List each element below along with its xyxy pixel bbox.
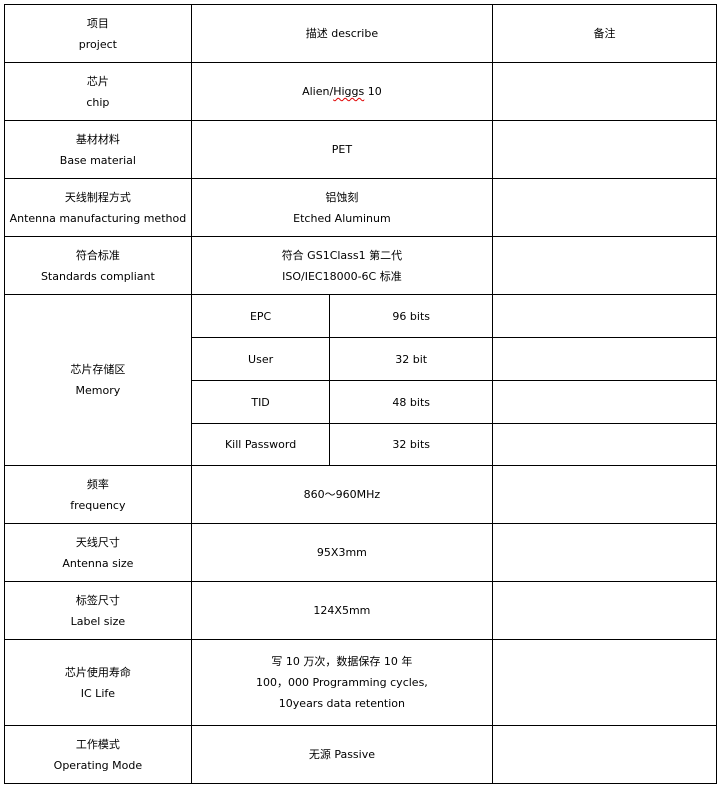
row-label: 频率 frequency	[4, 465, 192, 524]
label-en: Label size	[70, 614, 126, 628]
row-label: 天线尺寸 Antenna size	[4, 523, 192, 582]
table-row: 天线尺寸 Antenna size 95X3mm	[4, 523, 717, 582]
memory-row: Kill Password 32 bits	[5, 423, 717, 466]
label-zh: 芯片使用寿命	[64, 665, 131, 679]
label-en: Memory	[75, 384, 121, 397]
value-zh: 铝蚀刻	[325, 190, 359, 204]
table-row: 工作模式 Operating Mode 无源 Passive	[4, 725, 717, 784]
note-cell	[492, 178, 717, 237]
note-cell	[492, 523, 717, 582]
header-row: 项目 project 描述 describe 备注	[4, 4, 717, 63]
note-cell	[492, 581, 717, 640]
note-cell	[492, 337, 717, 381]
table-row: 频率 frequency 860～960MHz	[4, 465, 717, 524]
label-zh: 频率	[86, 477, 109, 491]
label-zh: 标签尺寸	[75, 593, 120, 607]
note-cell	[492, 120, 717, 179]
base-value: PET	[190, 120, 494, 179]
row-label: 标签尺寸 Label size	[4, 581, 192, 640]
label-size-value: 124X5mm	[190, 581, 494, 640]
ic-life-value: 写 10 万次，数据保存 10 年 100，000 Programming cyc…	[190, 639, 494, 726]
row-label: 基材材料 Base material	[4, 120, 192, 179]
value-line: 10years data retention	[278, 697, 406, 710]
label-en: Standards compliant	[40, 269, 155, 283]
memory-name: User	[190, 337, 331, 381]
memory-value: 32 bits	[329, 423, 494, 466]
label-zh: 天线制程方式	[64, 190, 131, 204]
frequency-value: 860～960MHz	[190, 465, 494, 524]
antenna-method-value: 铝蚀刻 Etched Aluminum	[190, 178, 494, 237]
header-describe: 描述 describe	[190, 4, 494, 63]
memory-name: Kill Password	[190, 423, 331, 466]
label-en: Operating Mode	[53, 758, 143, 772]
value-line: 100，000 Programming cycles,	[256, 676, 428, 689]
note-cell	[492, 62, 717, 121]
row-label: 工作模式 Operating Mode	[4, 725, 192, 784]
value-en: Etched Aluminum	[293, 211, 391, 225]
row-label: 芯片使用寿命 IC Life	[4, 639, 192, 726]
table-row: 基材材料 Base material PET	[4, 120, 717, 179]
spec-table: 项目 project 描述 describe 备注 芯片 chip Alien/Hi…	[4, 4, 717, 784]
row-label: 芯片 chip	[4, 62, 192, 121]
header-item: 项目 project	[4, 4, 192, 63]
note-cell	[492, 423, 717, 466]
note-cell	[492, 380, 717, 424]
memory-row: TID 48 bits	[5, 380, 717, 424]
note-cell	[492, 465, 717, 524]
header-item-en: project	[78, 37, 117, 51]
table-row: 标签尺寸 Label size 124X5mm	[4, 581, 717, 640]
value-line: 写 10 万次，数据保存 10 年	[271, 655, 413, 668]
header-notes: 备注	[492, 4, 717, 63]
value-line: ISO/IEC18000-6C 标准	[282, 269, 402, 283]
row-label: 符合标准 Standards compliant	[4, 236, 192, 295]
standards-value: 符合 GS1Class1 第二代 ISO/IEC18000-6C 标准	[190, 236, 494, 295]
label-zh: 基材材料	[75, 132, 120, 146]
row-label: 芯片存储区 Memory	[4, 294, 192, 466]
memory-name: TID	[190, 380, 331, 424]
label-zh: 芯片存储区	[70, 363, 126, 376]
label-zh: 芯片	[86, 74, 109, 88]
label-en: IC Life	[80, 686, 116, 700]
antenna-size-value: 95X3mm	[190, 523, 494, 582]
label-en: chip	[86, 95, 110, 109]
spellcheck-word: Higgs	[333, 85, 365, 98]
label-en: Antenna size	[62, 556, 134, 570]
label-en: Antenna manufacturing method	[9, 211, 187, 225]
mode-value: 无源 Passive	[190, 725, 494, 784]
table-row: 符合标准 Standards compliant 符合 GS1Class1 第二代…	[4, 236, 717, 295]
table-row: 芯片 chip Alien/Higgs 10	[4, 62, 717, 121]
memory-name: EPC	[190, 294, 331, 338]
memory-row: User 32 bit	[5, 337, 717, 381]
value-text: 10	[364, 85, 382, 98]
memory-row: 芯片存储区 Memory EPC 96 bits	[4, 294, 717, 466]
label-en: frequency	[70, 498, 126, 512]
note-cell	[492, 725, 717, 784]
memory-value: 96 bits	[329, 294, 494, 338]
label-zh: 符合标准	[75, 248, 120, 262]
note-cell	[492, 236, 717, 295]
note-cell	[492, 294, 717, 338]
label-zh: 天线尺寸	[75, 535, 120, 549]
label-en: Base material	[59, 153, 136, 167]
memory-value: 48 bits	[329, 380, 494, 424]
table-row: 天线制程方式 Antenna manufacturing method 铝蚀刻 Et…	[4, 178, 717, 237]
chip-value: Alien/Higgs 10	[190, 62, 494, 121]
note-cell	[492, 639, 717, 726]
table-row: 芯片使用寿命 IC Life 写 10 万次，数据保存 10 年 100，000 P…	[4, 639, 717, 726]
memory-value: 32 bit	[329, 337, 494, 381]
row-label: 天线制程方式 Antenna manufacturing method	[4, 178, 192, 237]
value-text: Alien/	[302, 85, 334, 98]
value-line: 符合 GS1Class1 第二代	[281, 248, 403, 262]
header-item-zh: 项目	[86, 16, 109, 30]
label-zh: 工作模式	[75, 737, 120, 751]
